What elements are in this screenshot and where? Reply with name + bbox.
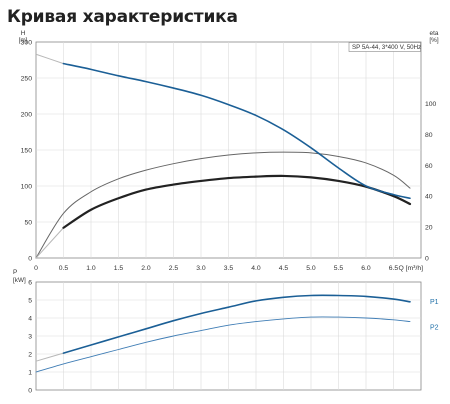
y-left-tick-label: 250 bbox=[21, 75, 33, 82]
x-tick-label: 3.5 bbox=[224, 265, 234, 272]
main-series-1-extension bbox=[35, 53, 64, 65]
series-label-p1: P1 bbox=[430, 299, 439, 306]
y-left-tick-label: 100 bbox=[21, 183, 33, 190]
power-y-axis-name: P bbox=[13, 269, 17, 276]
power-y-tick-label: 5 bbox=[28, 297, 32, 304]
legend-box bbox=[348, 42, 421, 52]
main-series-1-line bbox=[62, 62, 411, 200]
x-tick-label: 2.5 bbox=[169, 265, 179, 272]
y-right-tick-label: 20 bbox=[425, 225, 433, 232]
y-right-tick-label: 0 bbox=[425, 255, 429, 262]
x-tick-label: 3.0 bbox=[196, 265, 206, 272]
power-y-axis-unit: [kW] bbox=[13, 277, 26, 284]
main-grid bbox=[36, 42, 421, 258]
power-series-p1-line bbox=[62, 294, 411, 354]
x-tick-label: 2.0 bbox=[141, 265, 151, 272]
main-series-3-line bbox=[35, 151, 411, 259]
x-tick-label: 6.5 bbox=[389, 265, 399, 272]
power-y-tick-label: 3 bbox=[28, 333, 32, 340]
power-series-p1-extension bbox=[35, 352, 64, 362]
power-series bbox=[35, 294, 411, 373]
x-axis-label: Q [m³/h] bbox=[398, 265, 423, 272]
x-tick-label: 0 bbox=[34, 265, 38, 272]
y-left-tick-label: 50 bbox=[24, 219, 32, 226]
main-series-2-extension bbox=[35, 227, 64, 259]
power-y-tick-label: 6 bbox=[28, 279, 32, 286]
power-y-tick-label: 0 bbox=[28, 387, 32, 394]
y-left-tick-label: 150 bbox=[21, 147, 33, 154]
x-tick-label: 4.0 bbox=[251, 265, 261, 272]
y-right-axis-unit: [%] bbox=[429, 37, 438, 44]
x-tick-label: 6.0 bbox=[361, 265, 371, 272]
y-right-tick-label: 40 bbox=[425, 194, 433, 201]
power-y-tick-label: 1 bbox=[28, 369, 32, 376]
y-left-tick-label: 200 bbox=[21, 111, 33, 118]
y-right-tick-label: 60 bbox=[425, 163, 433, 170]
y-left-tick-label: 0 bbox=[28, 255, 32, 262]
power-y-tick-label: 4 bbox=[28, 315, 32, 322]
axis-labels: 0 0.5 1.0 1.5 2.0 2.5 3.0 3.5 4.0 4.5 5.0 5.5 6.0 6.5… bbox=[13, 30, 439, 394]
x-tick-label: 1.0 bbox=[86, 265, 96, 272]
power-y-tick-label: 2 bbox=[28, 351, 32, 358]
y-right-axis-name: eta bbox=[430, 30, 439, 37]
y-right-tick-label: 100 bbox=[425, 101, 437, 108]
x-tick-label: 5.5 bbox=[334, 265, 344, 272]
x-tick-label: 4.5 bbox=[279, 265, 289, 272]
x-tick-label: 0.5 bbox=[59, 265, 69, 272]
power-series-p2-line bbox=[35, 316, 411, 373]
y-left-axis-name: H bbox=[21, 30, 26, 37]
series-label-p2: P2 bbox=[430, 325, 439, 332]
y-left-axis-unit: [m] bbox=[19, 37, 28, 44]
legend-text: SP 5A-44, 3*400 V, 50Hz bbox=[352, 44, 421, 51]
y-left-tick-label: 300 bbox=[21, 39, 33, 46]
main-series bbox=[35, 53, 412, 259]
x-tick-label: 1.5 bbox=[114, 265, 124, 272]
page-title: Кривая характеристика bbox=[7, 7, 238, 27]
main-series-2-line bbox=[62, 174, 412, 229]
x-tick-label: 5.0 bbox=[306, 265, 316, 272]
y-right-tick-label: 80 bbox=[425, 132, 433, 139]
